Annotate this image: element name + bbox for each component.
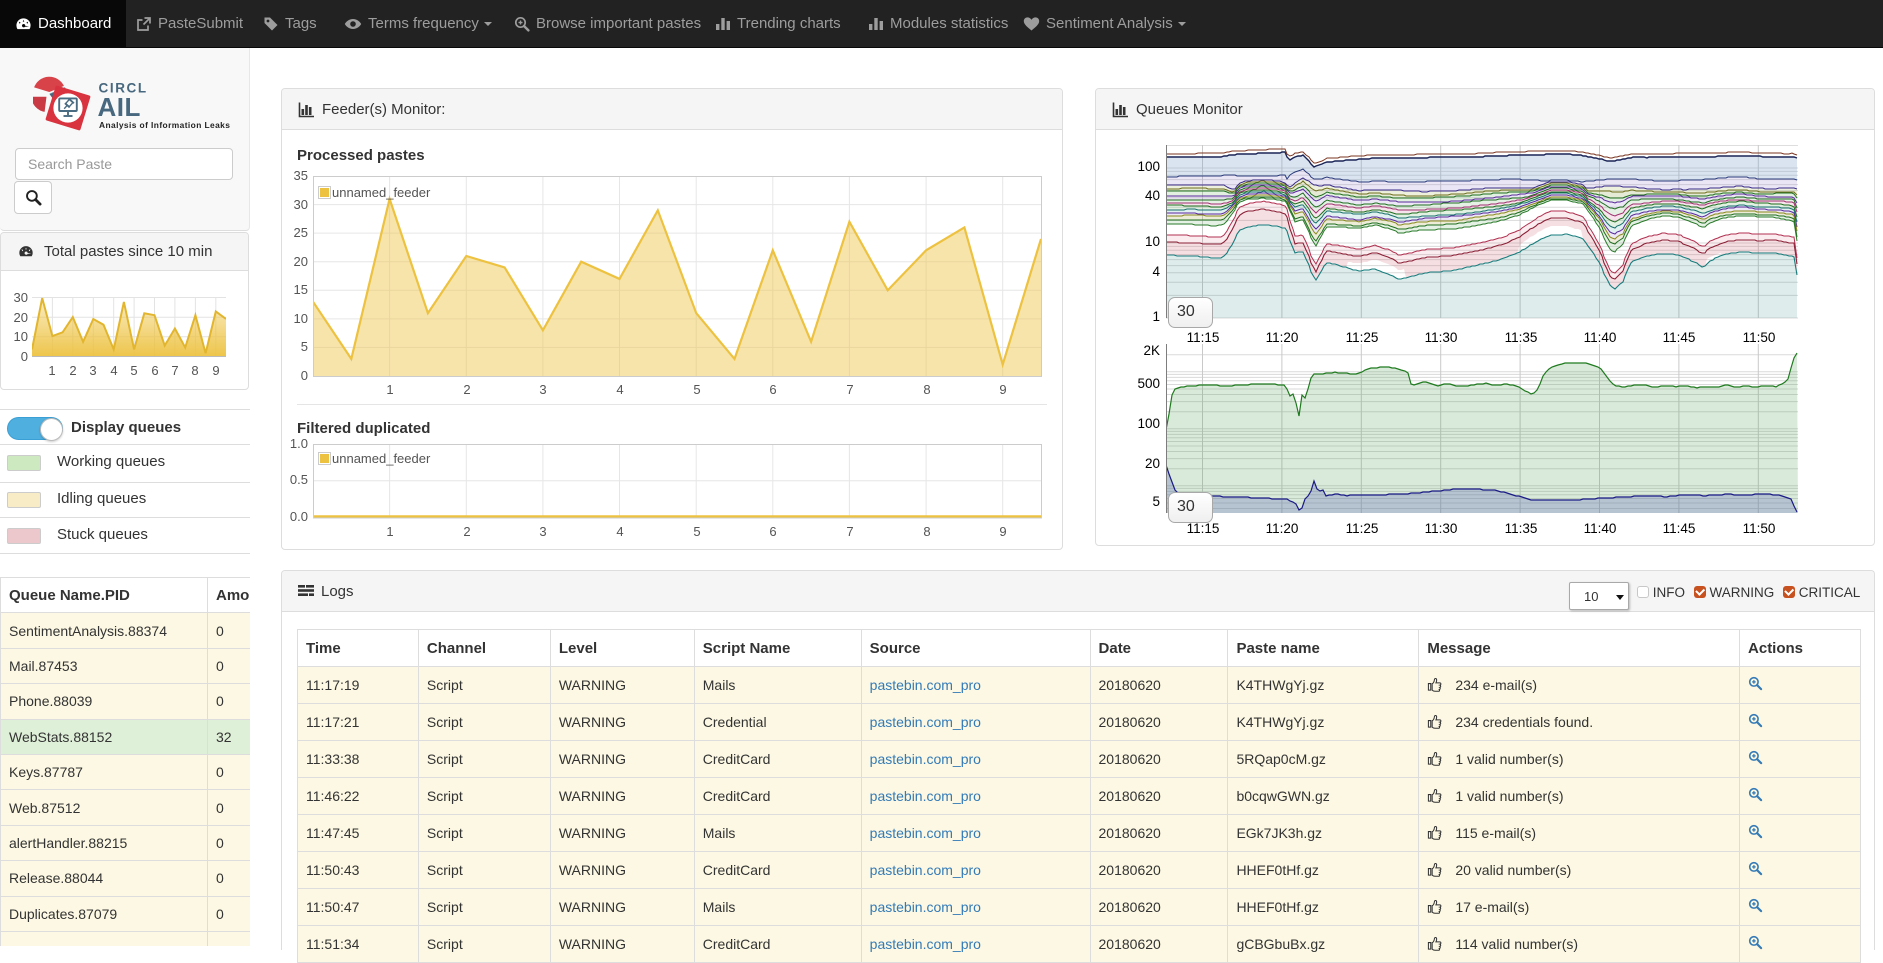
svg-text:AIL: AIL <box>98 92 141 122</box>
svg-text:CIRCL: CIRCL <box>99 81 148 96</box>
svg-text:Analysis of Information Leaks: Analysis of Information Leaks <box>99 120 230 130</box>
